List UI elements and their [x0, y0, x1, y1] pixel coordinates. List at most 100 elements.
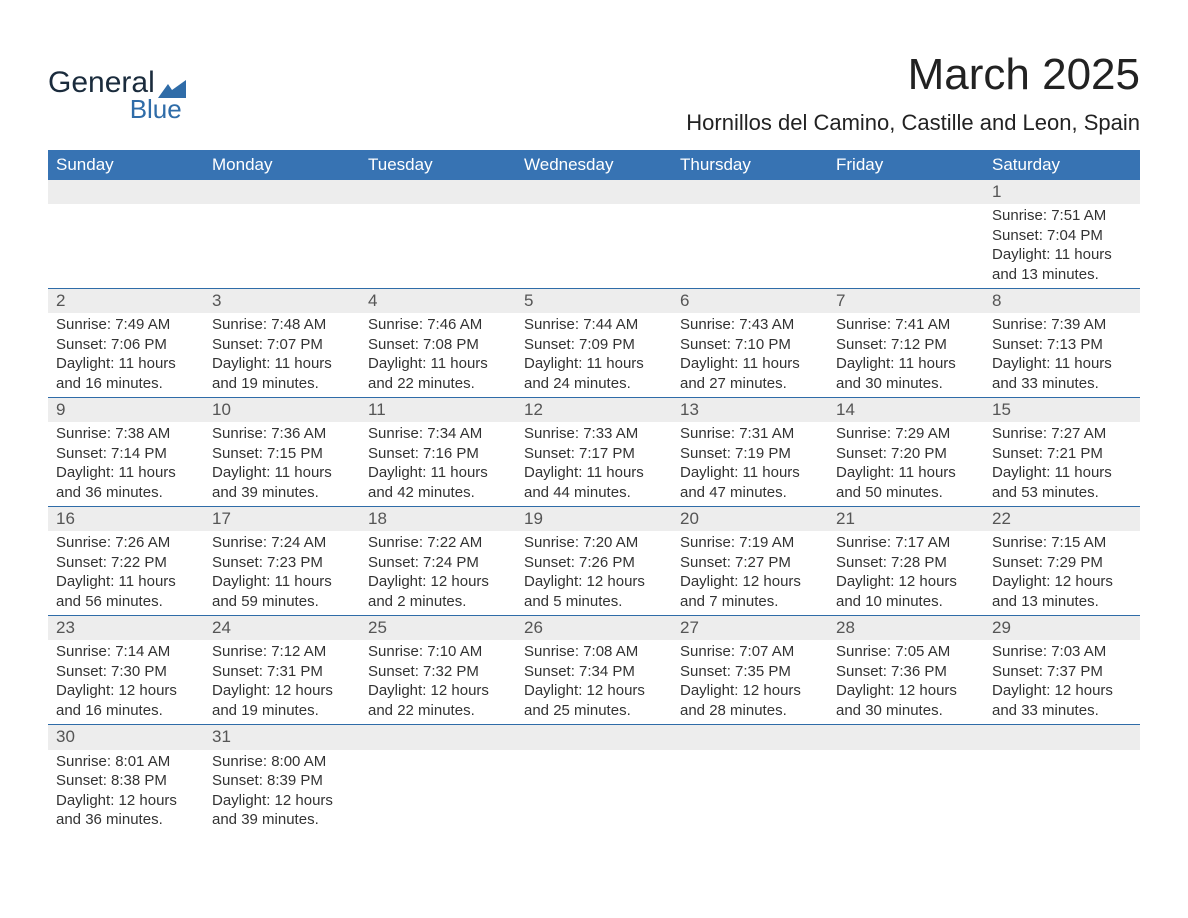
calendar-day-cell: 1Sunrise: 7:51 AMSunset: 7:04 PMDaylight…	[984, 180, 1140, 289]
day-number: 22	[984, 507, 1140, 531]
day-details: Sunrise: 7:51 AMSunset: 7:04 PMDaylight:…	[984, 204, 1140, 288]
day-details: Sunrise: 7:27 AMSunset: 7:21 PMDaylight:…	[984, 422, 1140, 506]
day-details: Sunrise: 7:20 AMSunset: 7:26 PMDaylight:…	[516, 531, 672, 615]
sunrise-text: Sunrise: 7:24 AM	[212, 533, 352, 553]
day-details: Sunrise: 7:24 AMSunset: 7:23 PMDaylight:…	[204, 531, 360, 615]
sunset-text: Sunset: 7:23 PM	[212, 553, 352, 573]
day-number	[204, 180, 360, 204]
calendar-day-cell	[360, 180, 516, 289]
calendar-week-row: 2Sunrise: 7:49 AMSunset: 7:06 PMDaylight…	[48, 289, 1140, 398]
daylight-text: Daylight: 12 hours and 2 minutes.	[368, 572, 508, 611]
calendar-day-cell: 30Sunrise: 8:01 AMSunset: 8:38 PMDayligh…	[48, 725, 204, 834]
sunset-text: Sunset: 7:35 PM	[680, 662, 820, 682]
day-details: Sunrise: 7:43 AMSunset: 7:10 PMDaylight:…	[672, 313, 828, 397]
day-header: Monday	[204, 150, 360, 180]
sunrise-text: Sunrise: 7:07 AM	[680, 642, 820, 662]
location-subtitle: Hornillos del Camino, Castille and Leon,…	[686, 110, 1140, 136]
calendar-day-cell: 11Sunrise: 7:34 AMSunset: 7:16 PMDayligh…	[360, 398, 516, 507]
sunset-text: Sunset: 7:13 PM	[992, 335, 1132, 355]
day-number: 31	[204, 725, 360, 749]
sunrise-text: Sunrise: 7:41 AM	[836, 315, 976, 335]
sunset-text: Sunset: 7:22 PM	[56, 553, 196, 573]
day-number	[48, 180, 204, 204]
sunrise-text: Sunrise: 7:17 AM	[836, 533, 976, 553]
daylight-text: Daylight: 12 hours and 25 minutes.	[524, 681, 664, 720]
daylight-text: Daylight: 12 hours and 30 minutes.	[836, 681, 976, 720]
sunset-text: Sunset: 8:39 PM	[212, 771, 352, 791]
sunrise-text: Sunrise: 7:34 AM	[368, 424, 508, 444]
day-number	[672, 725, 828, 749]
day-number: 10	[204, 398, 360, 422]
daylight-text: Daylight: 12 hours and 36 minutes.	[56, 791, 196, 830]
calendar-day-cell: 6Sunrise: 7:43 AMSunset: 7:10 PMDaylight…	[672, 289, 828, 398]
sunrise-text: Sunrise: 7:48 AM	[212, 315, 352, 335]
sunset-text: Sunset: 7:15 PM	[212, 444, 352, 464]
day-details: Sunrise: 8:00 AMSunset: 8:39 PMDaylight:…	[204, 750, 360, 834]
calendar-week-row: 9Sunrise: 7:38 AMSunset: 7:14 PMDaylight…	[48, 398, 1140, 507]
calendar-day-cell	[204, 180, 360, 289]
sunset-text: Sunset: 7:31 PM	[212, 662, 352, 682]
title-block: March 2025 Hornillos del Camino, Castill…	[686, 50, 1140, 136]
logo-word-2: Blue	[48, 96, 186, 122]
sunrise-text: Sunrise: 7:08 AM	[524, 642, 664, 662]
daylight-text: Daylight: 11 hours and 13 minutes.	[992, 245, 1132, 284]
calendar-week-row: 16Sunrise: 7:26 AMSunset: 7:22 PMDayligh…	[48, 507, 1140, 616]
daylight-text: Daylight: 11 hours and 33 minutes.	[992, 354, 1132, 393]
calendar-day-cell: 5Sunrise: 7:44 AMSunset: 7:09 PMDaylight…	[516, 289, 672, 398]
daylight-text: Daylight: 11 hours and 39 minutes.	[212, 463, 352, 502]
calendar-day-cell: 12Sunrise: 7:33 AMSunset: 7:17 PMDayligh…	[516, 398, 672, 507]
day-details: Sunrise: 7:36 AMSunset: 7:15 PMDaylight:…	[204, 422, 360, 506]
day-details: Sunrise: 7:05 AMSunset: 7:36 PMDaylight:…	[828, 640, 984, 724]
sunrise-text: Sunrise: 7:15 AM	[992, 533, 1132, 553]
sunset-text: Sunset: 7:04 PM	[992, 226, 1132, 246]
sunset-text: Sunset: 7:27 PM	[680, 553, 820, 573]
daylight-text: Daylight: 11 hours and 59 minutes.	[212, 572, 352, 611]
sunrise-text: Sunrise: 7:46 AM	[368, 315, 508, 335]
day-number: 23	[48, 616, 204, 640]
sunrise-text: Sunrise: 7:19 AM	[680, 533, 820, 553]
sunset-text: Sunset: 7:09 PM	[524, 335, 664, 355]
calendar-week-row: 23Sunrise: 7:14 AMSunset: 7:30 PMDayligh…	[48, 616, 1140, 725]
sunset-text: Sunset: 7:19 PM	[680, 444, 820, 464]
day-number	[828, 725, 984, 749]
sunrise-text: Sunrise: 7:38 AM	[56, 424, 196, 444]
calendar-day-cell: 14Sunrise: 7:29 AMSunset: 7:20 PMDayligh…	[828, 398, 984, 507]
calendar-day-cell	[672, 725, 828, 834]
day-number: 17	[204, 507, 360, 531]
calendar-day-cell: 19Sunrise: 7:20 AMSunset: 7:26 PMDayligh…	[516, 507, 672, 616]
day-details: Sunrise: 7:17 AMSunset: 7:28 PMDaylight:…	[828, 531, 984, 615]
sunrise-text: Sunrise: 7:44 AM	[524, 315, 664, 335]
sunset-text: Sunset: 7:36 PM	[836, 662, 976, 682]
daylight-text: Daylight: 11 hours and 24 minutes.	[524, 354, 664, 393]
day-number: 30	[48, 725, 204, 749]
daylight-text: Daylight: 12 hours and 5 minutes.	[524, 572, 664, 611]
calendar-day-cell: 17Sunrise: 7:24 AMSunset: 7:23 PMDayligh…	[204, 507, 360, 616]
calendar-day-cell: 7Sunrise: 7:41 AMSunset: 7:12 PMDaylight…	[828, 289, 984, 398]
calendar-day-cell: 26Sunrise: 7:08 AMSunset: 7:34 PMDayligh…	[516, 616, 672, 725]
day-number: 6	[672, 289, 828, 313]
day-number	[672, 180, 828, 204]
day-details: Sunrise: 7:08 AMSunset: 7:34 PMDaylight:…	[516, 640, 672, 724]
page-header: General Blue March 2025 Hornillos del Ca…	[48, 50, 1140, 136]
sunrise-text: Sunrise: 7:49 AM	[56, 315, 196, 335]
day-number: 13	[672, 398, 828, 422]
calendar-day-cell	[672, 180, 828, 289]
day-number: 11	[360, 398, 516, 422]
calendar-week-row: 30Sunrise: 8:01 AMSunset: 8:38 PMDayligh…	[48, 725, 1140, 834]
sunrise-text: Sunrise: 7:10 AM	[368, 642, 508, 662]
day-number: 26	[516, 616, 672, 640]
day-details: Sunrise: 7:15 AMSunset: 7:29 PMDaylight:…	[984, 531, 1140, 615]
month-title: March 2025	[686, 50, 1140, 100]
sunrise-text: Sunrise: 7:12 AM	[212, 642, 352, 662]
day-number	[516, 725, 672, 749]
calendar-day-cell: 27Sunrise: 7:07 AMSunset: 7:35 PMDayligh…	[672, 616, 828, 725]
calendar-day-cell	[984, 725, 1140, 834]
daylight-text: Daylight: 11 hours and 27 minutes.	[680, 354, 820, 393]
day-header: Sunday	[48, 150, 204, 180]
sunrise-text: Sunrise: 7:14 AM	[56, 642, 196, 662]
sunset-text: Sunset: 8:38 PM	[56, 771, 196, 791]
calendar-day-cell: 31Sunrise: 8:00 AMSunset: 8:39 PMDayligh…	[204, 725, 360, 834]
day-details: Sunrise: 7:38 AMSunset: 7:14 PMDaylight:…	[48, 422, 204, 506]
day-header: Thursday	[672, 150, 828, 180]
sunset-text: Sunset: 7:16 PM	[368, 444, 508, 464]
